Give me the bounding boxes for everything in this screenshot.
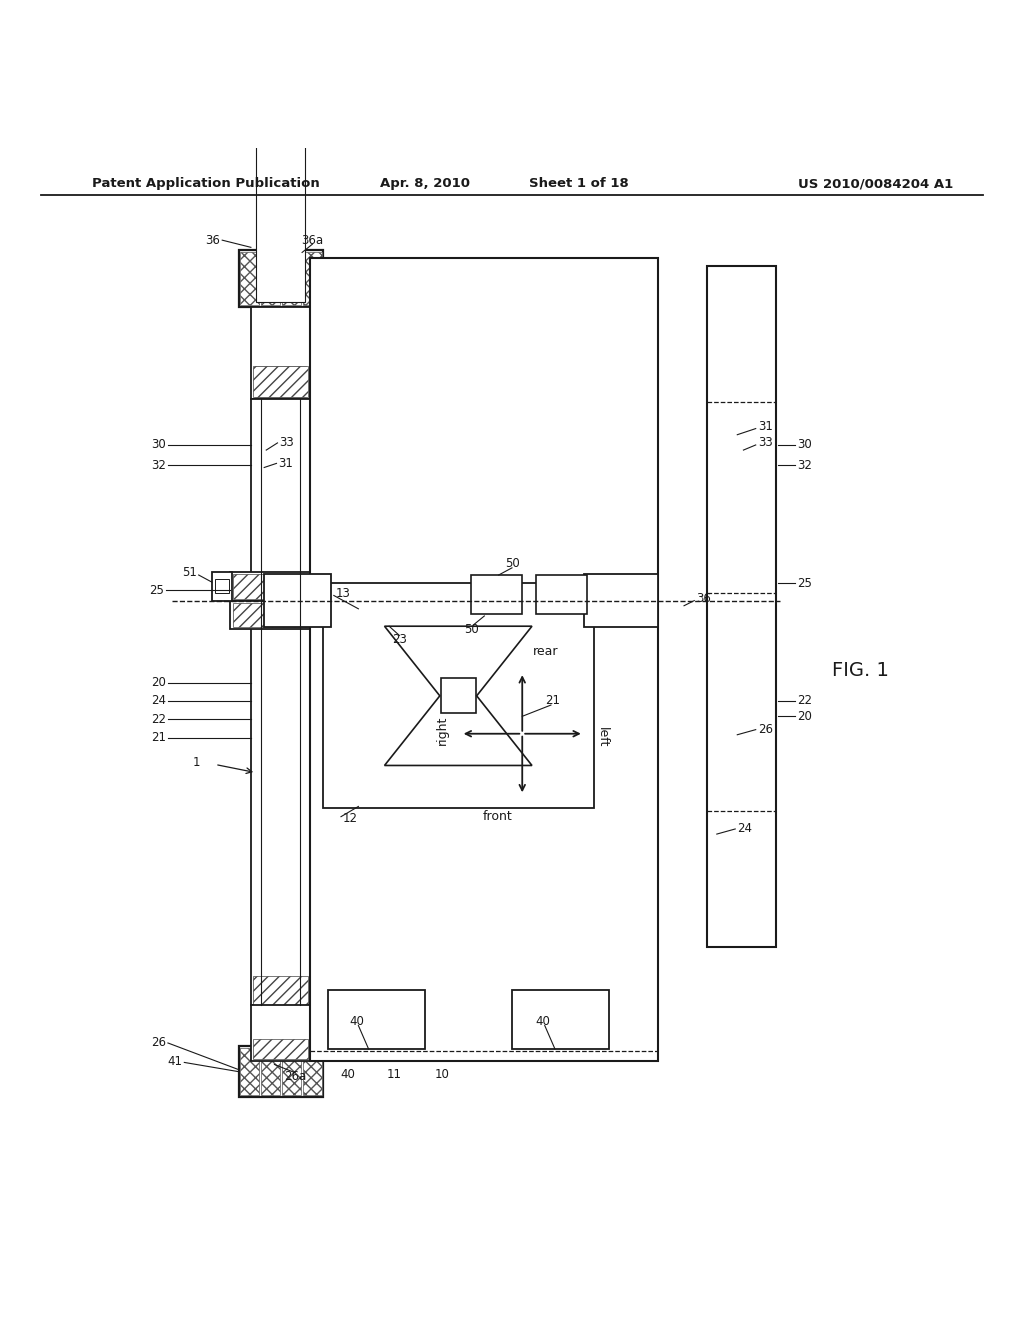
Bar <box>260 1048 280 1096</box>
Bar <box>251 399 310 1005</box>
Bar <box>256 0 305 301</box>
Bar <box>303 1048 322 1096</box>
Bar <box>215 579 229 594</box>
Text: 10: 10 <box>435 1068 450 1081</box>
Text: 24: 24 <box>737 822 753 836</box>
Text: 31: 31 <box>279 457 294 470</box>
Text: 11: 11 <box>387 1068 401 1081</box>
Bar <box>251 306 310 399</box>
Text: 51: 51 <box>181 566 197 579</box>
Text: 31: 31 <box>758 420 773 433</box>
Text: 23: 23 <box>392 634 407 645</box>
Text: 33: 33 <box>280 437 294 449</box>
Text: 33: 33 <box>758 437 772 449</box>
Bar <box>233 574 328 598</box>
Bar <box>323 583 594 808</box>
Text: 50: 50 <box>505 557 519 570</box>
Bar <box>253 1039 308 1060</box>
Text: 26: 26 <box>151 1036 166 1049</box>
Bar <box>328 990 425 1049</box>
Text: 50: 50 <box>464 623 478 636</box>
Text: 25: 25 <box>148 583 164 597</box>
Text: 36: 36 <box>205 234 220 247</box>
Text: US 2010/0084204 A1: US 2010/0084204 A1 <box>798 177 953 190</box>
Text: 13: 13 <box>336 587 351 599</box>
Bar <box>310 257 658 1061</box>
Text: rear: rear <box>532 645 558 657</box>
Text: 21: 21 <box>546 694 560 708</box>
Text: 25: 25 <box>797 577 812 590</box>
Text: 32: 32 <box>151 459 166 473</box>
Bar <box>512 990 609 1049</box>
Text: 40: 40 <box>536 1015 550 1028</box>
Text: Patent Application Publication: Patent Application Publication <box>92 177 319 190</box>
Text: right: right <box>435 715 449 746</box>
Bar <box>239 1045 323 1097</box>
Bar <box>255 366 306 397</box>
Text: 20: 20 <box>151 676 166 689</box>
Bar <box>303 252 322 305</box>
Text: 32: 32 <box>797 459 812 473</box>
Text: 36: 36 <box>696 593 712 605</box>
Text: 40: 40 <box>341 1068 355 1081</box>
Text: 36a: 36a <box>301 234 324 247</box>
Bar <box>536 576 587 614</box>
Text: 30: 30 <box>797 438 811 451</box>
Text: left: left <box>596 726 609 747</box>
Bar <box>212 572 232 601</box>
Bar <box>707 265 776 946</box>
Text: 41: 41 <box>167 1055 182 1068</box>
Text: FIG. 1: FIG. 1 <box>831 661 889 680</box>
Text: 20: 20 <box>797 710 812 723</box>
Bar <box>251 1005 310 1061</box>
Text: 21: 21 <box>151 731 166 744</box>
Text: 12: 12 <box>343 812 358 825</box>
Text: 24: 24 <box>151 694 166 708</box>
Text: 40: 40 <box>349 1015 364 1028</box>
Text: 26a: 26a <box>284 1071 306 1084</box>
Bar <box>239 251 323 306</box>
Text: 22: 22 <box>797 694 812 708</box>
Bar <box>240 252 258 305</box>
Bar <box>253 977 308 1005</box>
Bar <box>233 603 328 627</box>
Bar <box>240 1048 258 1096</box>
Bar <box>282 252 301 305</box>
Text: 1: 1 <box>193 756 200 768</box>
Bar <box>253 366 308 397</box>
Text: Sheet 1 of 18: Sheet 1 of 18 <box>528 177 629 190</box>
Bar <box>260 252 280 305</box>
Text: 30: 30 <box>152 438 166 451</box>
Bar <box>230 601 331 630</box>
Bar <box>264 574 331 627</box>
Bar <box>440 678 475 713</box>
Text: front: front <box>482 809 512 822</box>
Text: 22: 22 <box>151 713 166 726</box>
Bar <box>230 572 331 601</box>
Bar <box>471 576 522 614</box>
Text: Apr. 8, 2010: Apr. 8, 2010 <box>380 177 470 190</box>
Text: 26: 26 <box>758 723 773 737</box>
Bar <box>584 574 658 627</box>
Bar <box>282 1048 301 1096</box>
